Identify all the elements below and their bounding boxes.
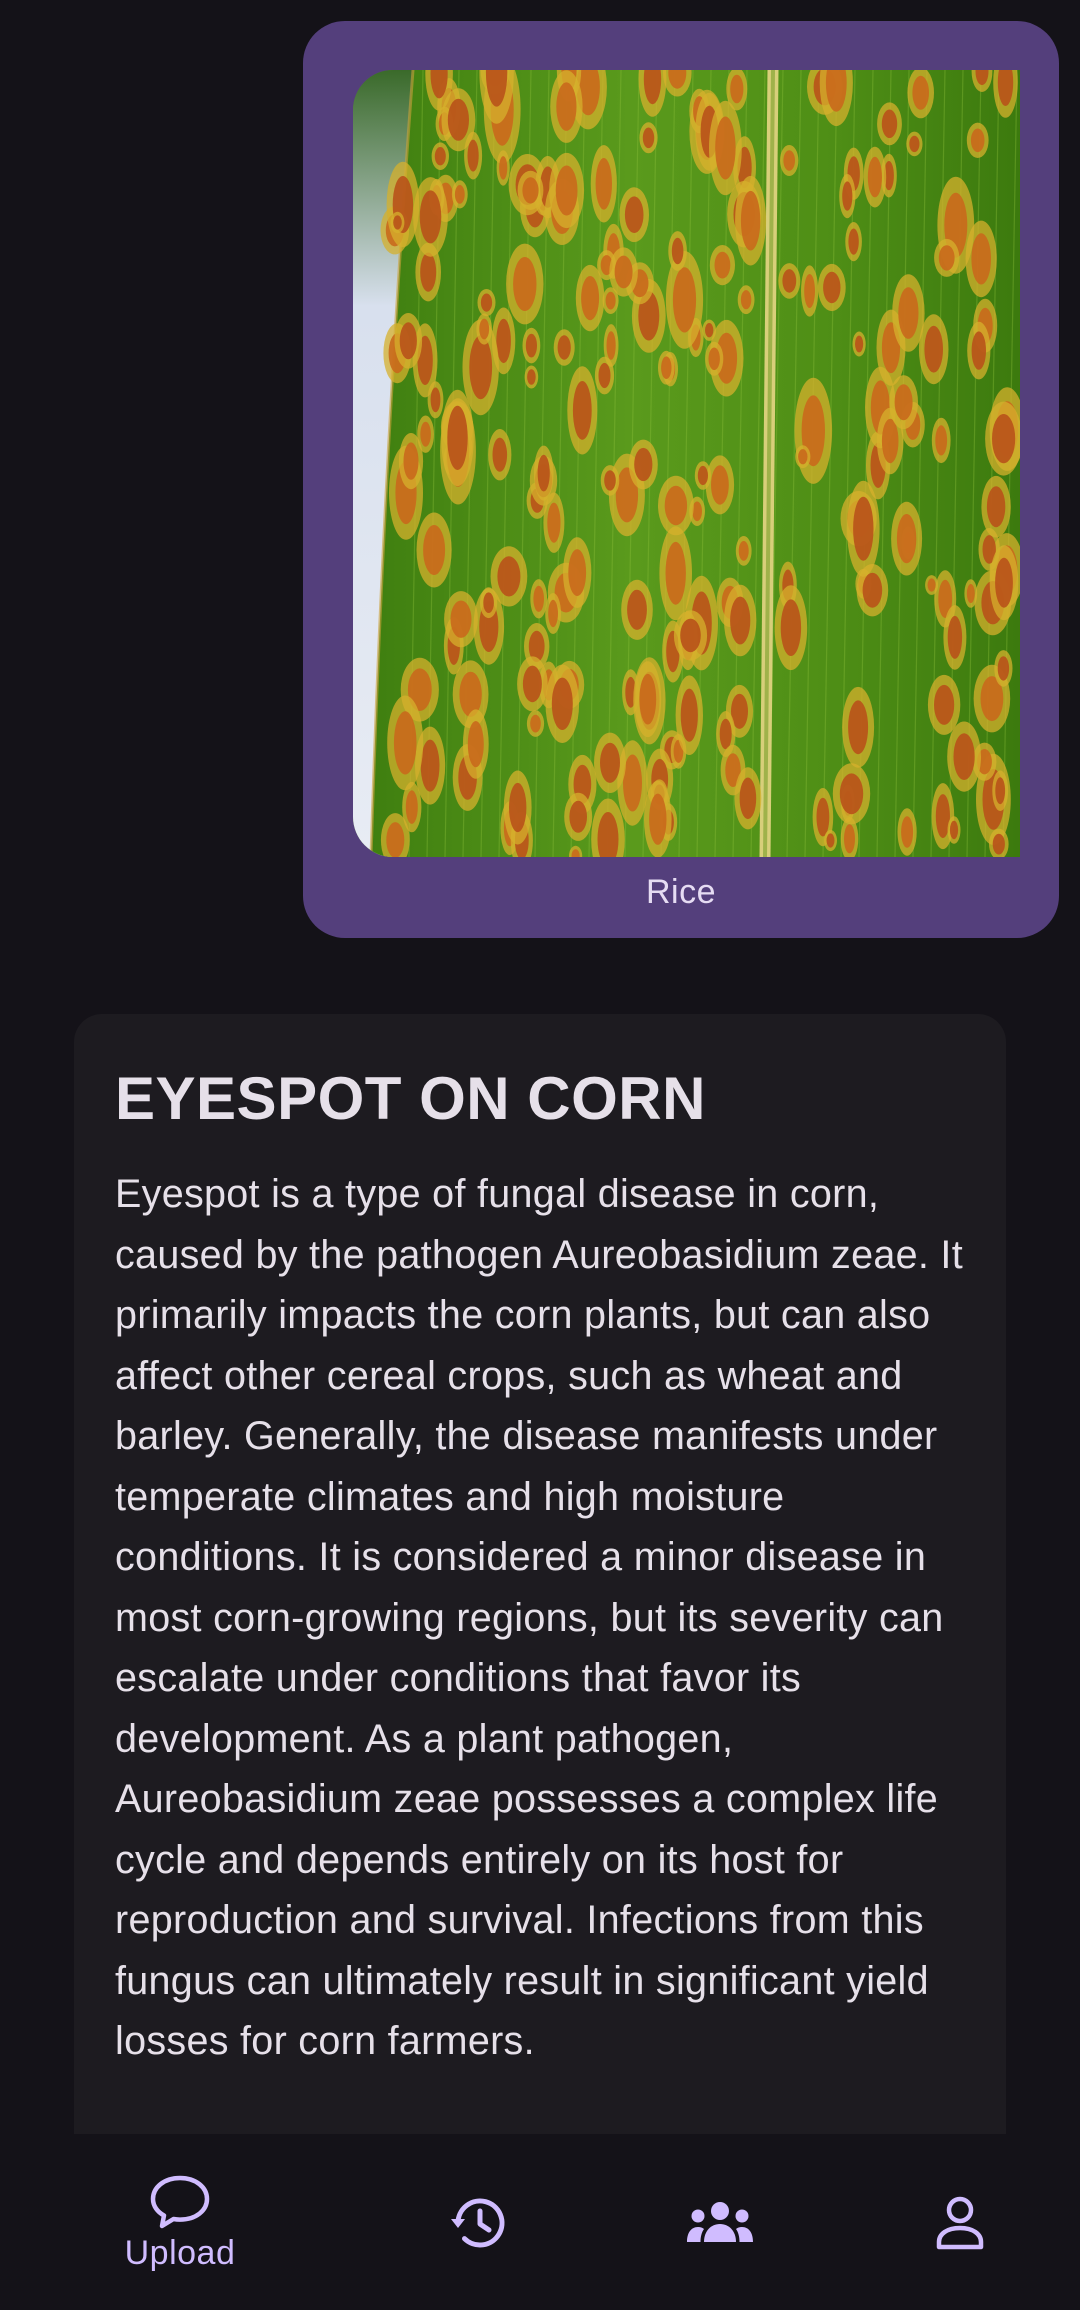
nav-upload-label: Upload bbox=[124, 2233, 236, 2272]
diagnosis-card: EYESPOT ON CORN Eyespot is a type of fun… bbox=[74, 1014, 1006, 2134]
bottom-navigation-bar: Upload bbox=[0, 2136, 1080, 2310]
leaf-photo-graphic bbox=[353, 70, 1020, 857]
nav-history[interactable] bbox=[380, 2136, 580, 2310]
uploaded-image-message[interactable]: Rice bbox=[303, 21, 1059, 938]
nav-profile[interactable] bbox=[860, 2136, 1060, 2310]
person-icon bbox=[936, 2196, 984, 2250]
disease-title: EYESPOT ON CORN bbox=[115, 1065, 706, 1132]
nav-community[interactable] bbox=[620, 2136, 820, 2310]
history-icon bbox=[451, 2198, 505, 2248]
leaf-photo[interactable] bbox=[353, 70, 1020, 857]
chat-bubble-icon bbox=[150, 2175, 210, 2228]
nav-upload[interactable]: Upload bbox=[80, 2136, 280, 2310]
disease-description: Eyespot is a type of fungal disease in c… bbox=[115, 1172, 963, 2063]
image-caption: Rice bbox=[645, 873, 717, 911]
group-icon bbox=[687, 2202, 753, 2242]
